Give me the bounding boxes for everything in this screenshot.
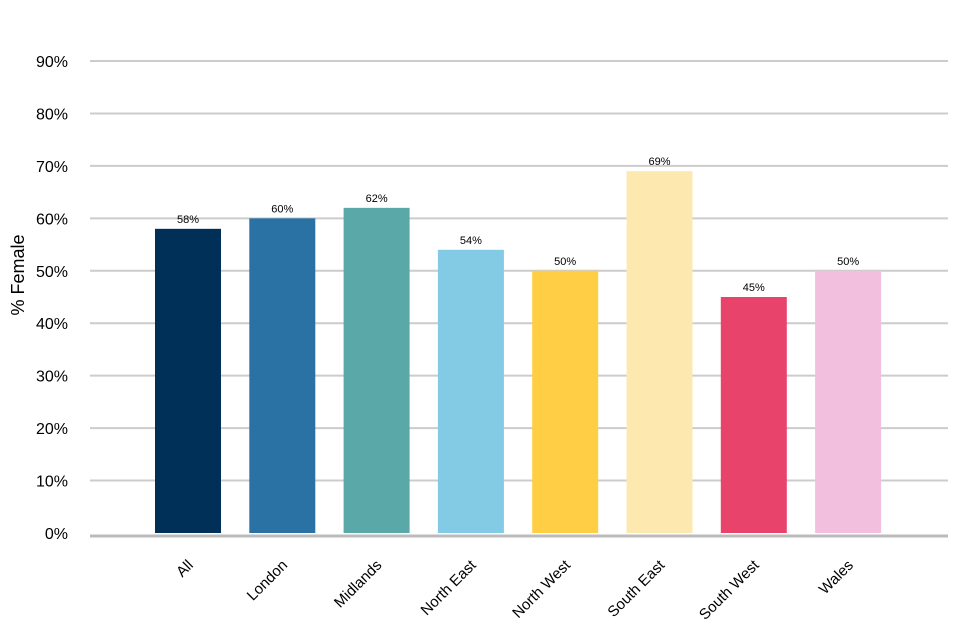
bars [155, 171, 882, 534]
y-tick-label: 60% [36, 211, 68, 228]
x-tick-label: South West [696, 556, 763, 623]
data-label: 54% [460, 235, 482, 247]
y-tick-label: 10% [36, 474, 68, 491]
y-tick-label: 80% [36, 106, 68, 123]
data-label: 58% [177, 214, 199, 226]
bar [720, 297, 787, 533]
data-label: 50% [837, 256, 859, 268]
x-tick-label: All [173, 557, 197, 581]
bar [343, 207, 410, 533]
data-label: 60% [271, 203, 293, 215]
data-label: 62% [366, 193, 388, 205]
y-axis-ticks: 0% 10% 20% 30% 40% 50% 60% 70% 80% 90% [36, 54, 68, 543]
y-tick-label: 40% [36, 316, 68, 333]
y-tick-label: 30% [36, 369, 68, 386]
y-tick-label: 70% [36, 159, 68, 176]
x-tick-label: North East [418, 556, 481, 619]
x-tick-label: London [244, 557, 291, 604]
data-labels: 58% 60% 62% 54% 50% 69% 45% 50% [177, 156, 859, 294]
y-tick-label: 0% [45, 526, 68, 543]
gridlines [90, 60, 948, 482]
x-tick-label: South East [604, 556, 668, 620]
y-tick-label: 90% [36, 54, 68, 71]
bar [155, 228, 221, 534]
bar [437, 249, 504, 534]
data-label: 69% [648, 156, 670, 168]
data-label: 45% [743, 282, 765, 294]
y-tick-label: 50% [36, 264, 68, 281]
bar [626, 171, 693, 533]
bar [532, 270, 599, 533]
data-label: 50% [554, 256, 576, 268]
x-axis-ticks: All London Midlands North East North West Sou… [173, 556, 857, 623]
x-tick-label: Midlands [331, 557, 385, 611]
bar [815, 270, 882, 533]
x-tick-label: North West [509, 556, 574, 621]
y-axis-title: % Female [8, 234, 28, 315]
y-tick-label: 20% [36, 421, 68, 438]
x-tick-label: Wales [816, 557, 857, 598]
bar [249, 218, 316, 534]
